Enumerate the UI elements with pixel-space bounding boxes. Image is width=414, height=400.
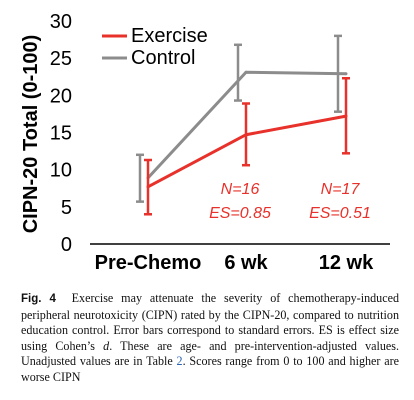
annotation-text: N=16 [221, 181, 260, 198]
data-point-exercise [344, 114, 348, 118]
figure-caption: Fig. 4 Exercise may attenuate the severi… [21, 291, 399, 385]
data-point-exercise [146, 185, 150, 189]
y-tick-label: 30 [50, 11, 72, 33]
cipn-chart: CIPN-20 Total (0-100) 0 5 10 15 20 25 30 Pre-Ch… [20, 11, 390, 274]
x-tick-label: 12 wk [319, 252, 374, 274]
caption-text-1: Exercise may attenuate the severity of c… [21, 291, 399, 353]
caption-d: d [103, 338, 110, 353]
y-tick-label: 20 [50, 85, 72, 107]
x-tick-label: 6 wk [224, 252, 268, 274]
annotation-text: N=17 [321, 181, 361, 198]
data-point-control [344, 72, 348, 76]
y-tick-label: 10 [50, 160, 72, 182]
caption-text-3: . Scores range from 0 to 100 and higher … [21, 354, 400, 384]
annotation-text: ES=0.85 [209, 205, 271, 222]
figure-label: Fig. 4 [21, 293, 56, 305]
plot-area: 0 5 10 15 20 25 30 Pre-Chemo 6 wk 12 wk N=16 ES=0.8… [50, 11, 390, 274]
y-tick-label: 0 [61, 234, 72, 256]
data-point-exercise [244, 133, 248, 137]
caption-text-2: . These are age- and pre-intervention-ad… [21, 338, 399, 369]
y-axis-label: CIPN-20 Total (0-100) [20, 35, 42, 234]
data-point-control [244, 70, 248, 74]
y-tick-label: 15 [50, 123, 72, 145]
y-tick-label: 25 [50, 48, 72, 70]
annotation-text: ES=0.51 [309, 205, 371, 222]
table-link[interactable]: 2 [176, 354, 183, 368]
x-tick-label: Pre-Chemo [95, 252, 202, 274]
y-tick-label: 5 [61, 197, 72, 219]
legend-label-control: Control [131, 47, 195, 69]
legend-label-exercise: Exercise [131, 25, 208, 47]
